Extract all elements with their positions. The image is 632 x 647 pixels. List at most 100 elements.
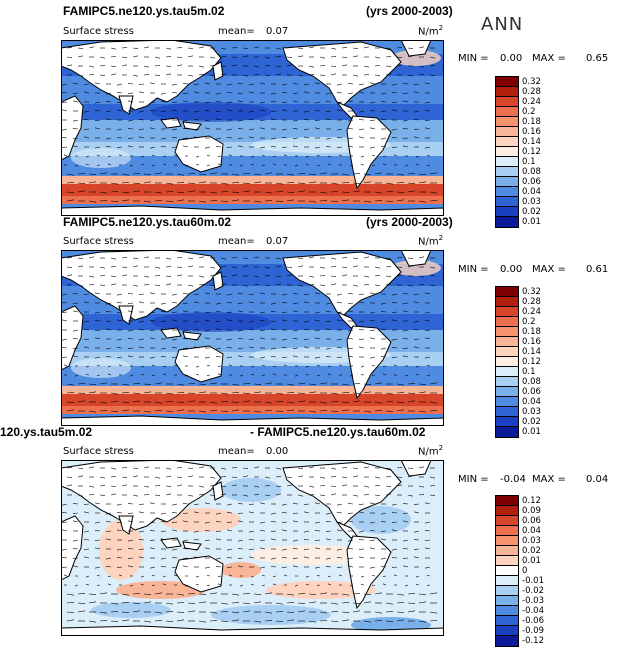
colorbar-cell [496, 307, 518, 317]
colorbar-cell [496, 377, 518, 387]
colorbar-label: 0.04 [522, 397, 541, 407]
colorbar-label: 0.12 [522, 496, 541, 506]
season-label: ANN [481, 14, 524, 35]
panel2-min-label: MIN = [458, 264, 489, 275]
colorbar-cell [496, 127, 518, 137]
panel1-vectors [61, 46, 438, 203]
panel2-colorbar [495, 286, 519, 438]
colorbar-label: 0.04 [522, 187, 541, 197]
colorbar-cell [496, 496, 518, 506]
panel1-variable: Surface stress [63, 26, 134, 37]
panel2-mean-value: 0.07 [266, 236, 289, 247]
colorbar-cell [496, 187, 518, 197]
colorbar-label: 0.03 [522, 536, 541, 546]
panel3-unit: N/m2 [418, 444, 444, 458]
panel2-max-value: 0.61 [586, 264, 609, 275]
colorbar-label: 0.1 [522, 157, 536, 167]
panel3-mean-value: 0.00 [266, 446, 289, 457]
colorbar-label: 0.16 [522, 337, 541, 347]
colorbar-cell [496, 526, 518, 536]
colorbar-cell [496, 357, 518, 367]
panel1-min-label: MIN = [458, 53, 489, 64]
colorbar-cell [496, 417, 518, 427]
colorbar-label: 0.06 [522, 387, 541, 397]
panel2-title-right: (yrs 2000-2003) [366, 215, 453, 229]
panel2-unit: N/m2 [418, 234, 444, 248]
panel1-min-value: 0.00 [500, 53, 523, 64]
colorbar-cell [496, 626, 518, 636]
panel1-mean-label: mean= [218, 26, 255, 37]
colorbar-label: 0.24 [522, 97, 541, 107]
colorbar-cell [496, 137, 518, 147]
panel3-map [61, 460, 444, 636]
colorbar-label: 0.28 [522, 87, 541, 97]
colorbar-cell [496, 97, 518, 107]
colorbar-label: 0.12 [522, 357, 541, 367]
panel3-mean-label: mean= [218, 446, 255, 457]
colorbar-label: 0.06 [522, 177, 541, 187]
panel2-max-label: MAX = [532, 264, 566, 275]
colorbar-label: 0.04 [522, 526, 541, 536]
colorbar-cell [496, 397, 518, 407]
colorbar-cell [496, 77, 518, 87]
colorbar-cell [496, 556, 518, 566]
panel2-map [61, 250, 444, 426]
colorbar-cell [496, 317, 518, 327]
colorbar-cell [496, 87, 518, 97]
colorbar-label: 0.14 [522, 137, 541, 147]
panel1-map [61, 40, 444, 216]
panel1-max-label: MAX = [532, 53, 566, 64]
colorbar-label: 0.01 [522, 217, 541, 227]
colorbar-label: 0.01 [522, 427, 541, 437]
panel1-mean-value: 0.07 [266, 26, 289, 37]
colorbar-cell [496, 107, 518, 117]
colorbar-label: 0.32 [522, 77, 541, 87]
colorbar-label: 0.32 [522, 287, 541, 297]
colorbar-label: -0.12 [522, 636, 544, 646]
colorbar-cell [496, 596, 518, 606]
panel2-colorbar-labels: 0.32 0.28 0.24 0.2 0.18 0.16 0.14 0.12 0.1 0.08 0.… [522, 287, 541, 437]
colorbar-cell [496, 536, 518, 546]
colorbar-cell [496, 427, 518, 437]
colorbar-cell [496, 347, 518, 357]
panel2-mean-label: mean= [218, 236, 255, 247]
colorbar-label: 0.02 [522, 546, 541, 556]
colorbar-label: 0.01 [522, 556, 541, 566]
colorbar-label: 0.06 [522, 516, 541, 526]
colorbar-label: 0.1 [522, 367, 536, 377]
colorbar-cell [496, 636, 518, 646]
colorbar-label: 0.18 [522, 327, 541, 337]
colorbar-cell [496, 586, 518, 596]
panel1-title-left: FAMIPC5.ne120.ys.tau5m.02 [63, 4, 225, 18]
colorbar-label: -0.04 [522, 606, 544, 616]
colorbar-cell [496, 157, 518, 167]
colorbar-label: 0.14 [522, 347, 541, 357]
panel1-title-right: (yrs 2000-2003) [366, 4, 453, 18]
colorbar-label: 0.09 [522, 506, 541, 516]
colorbar-label: 0.08 [522, 377, 541, 387]
colorbar-cell [496, 516, 518, 526]
colorbar-cell [496, 576, 518, 586]
colorbar-label: 0.03 [522, 197, 541, 207]
colorbar-label: -0.03 [522, 596, 544, 606]
panel2-vectors [61, 256, 438, 413]
colorbar-cell [496, 177, 518, 187]
colorbar-cell [496, 117, 518, 127]
colorbar-label: 0.18 [522, 117, 541, 127]
colorbar-label: 0.16 [522, 127, 541, 137]
colorbar-label: 0 [522, 566, 528, 576]
panel3-colorbar [495, 495, 519, 647]
colorbar-cell [496, 207, 518, 217]
colorbar-label: 0.08 [522, 167, 541, 177]
colorbar-cell [496, 297, 518, 307]
colorbar-cell [496, 566, 518, 576]
colorbar-label: 0.24 [522, 307, 541, 317]
colorbar-label: -0.02 [522, 586, 544, 596]
panel3-variable: Surface stress [63, 446, 134, 457]
colorbar-label: 0.03 [522, 407, 541, 417]
panel3-title-right: - FAMIPC5.ne120.ys.tau60m.02 [250, 425, 426, 439]
colorbar-cell [496, 616, 518, 626]
colorbar-label: 0.2 [522, 107, 536, 117]
panel3-colorbar-labels: 0.12 0.09 0.06 0.04 0.03 0.02 0.01 0 -0.01 -0.02-… [522, 496, 544, 646]
panel1-colorbar [495, 76, 519, 228]
